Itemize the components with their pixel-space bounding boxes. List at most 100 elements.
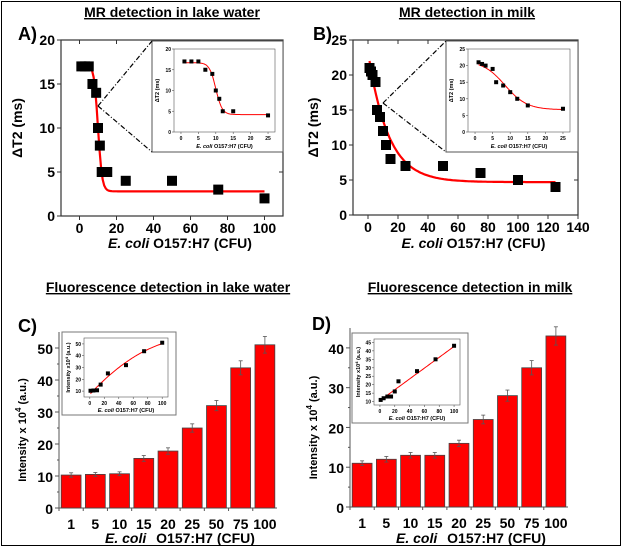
inset-y-tick-label: 10 [365, 400, 371, 406]
inset-chart: 0 20 40 60 80 100 10 20 30 40 50 E. coli O157:H7 (C… [61, 331, 177, 416]
y-tick-label: 30 [328, 381, 344, 397]
inset-y-axis-label-unit: (a.u.) [66, 342, 72, 357]
y-tick-label: 5 [339, 172, 347, 188]
y-tick-label: 0 [45, 501, 53, 517]
inset-data-point [203, 67, 208, 72]
x-tick-label: 0 [76, 220, 84, 236]
inset-data-point [415, 369, 419, 374]
y-tick-label: 20 [331, 67, 347, 83]
zoom-line-top [97, 40, 153, 107]
inset-x-tick-label: 15 [525, 136, 531, 142]
x-tick-label: 100 [544, 515, 568, 531]
chart-title: Fluorescence detection in milk [368, 279, 573, 295]
inset-x-tick-label: 80 [436, 409, 442, 415]
x-tick-label: 50 [500, 515, 516, 531]
bar [181, 427, 203, 509]
zoom-line-bottom [382, 102, 447, 153]
x-tick-label: 60 [183, 220, 199, 236]
inset-data-point [266, 113, 271, 118]
inset-x-tick-label: 60 [422, 409, 428, 415]
bar [351, 462, 373, 508]
x-tick-label: 75 [524, 515, 540, 531]
inset-y-tick-label: 30 [75, 366, 81, 372]
data-point [87, 79, 98, 89]
inset-data-point [433, 357, 438, 362]
inset-data-point [88, 388, 93, 393]
inset-data-point [389, 394, 394, 399]
inset-data-point [95, 388, 100, 393]
x-tick-label: 15 [136, 516, 152, 532]
inset-x-axis-label-strain: O157:H7 (CFU) [114, 408, 155, 414]
bar [376, 458, 397, 508]
inset-data-point [220, 109, 225, 114]
inset-data-point [494, 80, 499, 85]
inset-x-tick-label: 20 [392, 409, 398, 415]
inset-y-axis-label-text: Intensity x10 [356, 364, 362, 397]
x-tick-label: 25 [184, 516, 200, 532]
inset-x-tick-label: 15 [230, 136, 236, 142]
bar [206, 405, 227, 509]
panel-d: Fluorescence detection in milkD)01020304… [305, 279, 573, 546]
inset-x-tick-label: 0 [180, 136, 183, 142]
inset-x-axis-label-strain: O157:H7 (CFU) [212, 144, 253, 150]
inset-data-point [217, 96, 222, 101]
y-axis-label-unit: (a.u.) [17, 378, 29, 408]
panel-label: C) [18, 316, 37, 336]
y-tick-label: 10 [37, 469, 53, 485]
inset-x-tick-label: 40 [407, 409, 413, 415]
inset-x-axis-label: E. coli O157:H7 (CFU) [491, 144, 548, 150]
x-axis-label-strain: O157:H7 (CFU) [152, 530, 255, 546]
x-tick-label: 20 [390, 219, 406, 235]
data-point [259, 193, 270, 204]
inset-x-tick-label: 20 [543, 136, 549, 142]
inset-y-tick-label: 25 [365, 374, 371, 380]
inset-data-point [560, 106, 565, 111]
inset-data-point [452, 343, 457, 348]
inset-data-point [490, 66, 495, 71]
inset-y-axis-label: Intensity x104 (a.u.) [64, 342, 72, 392]
y-axis-label: ΔT2 (ms) [305, 98, 321, 158]
data-point [475, 168, 486, 178]
inset-x-tick-label: 40 [116, 401, 122, 407]
inset-x-axis-label: E. coli O157:H7 (CFU) [196, 144, 253, 150]
bar [400, 454, 421, 508]
inset-x-axis-label-species: E. coli [389, 416, 406, 422]
inset-data-point [105, 371, 110, 376]
inset-y-axis-label-exponent: 4 [354, 361, 359, 364]
inset-x-tick-label: 10 [507, 136, 513, 142]
fit-curve [368, 60, 556, 184]
x-tick-label: 100 [506, 219, 530, 235]
inset-y-tick-label: 0 [168, 130, 171, 136]
inset-fit-curve [90, 343, 163, 394]
bar [472, 419, 494, 508]
fit-curve [81, 62, 265, 193]
inset-y-tick-label: 15 [459, 80, 465, 86]
inset-y-tick-label: 45 [365, 340, 371, 346]
inset-x-tick-label: 5 [197, 136, 200, 142]
data-point [513, 175, 523, 185]
data-point [370, 77, 381, 87]
inset-data-point [525, 103, 530, 108]
data-point [372, 105, 382, 115]
y-axis-label-exponent: 4 [14, 407, 23, 412]
inset-y-tick-label: 5 [168, 109, 171, 115]
x-axis-label-species: E. coli [108, 235, 150, 251]
bar [230, 367, 251, 509]
inset-data-point [213, 88, 218, 93]
data-point [120, 175, 131, 186]
data-point [94, 140, 105, 151]
inset-y-tick-label: 20 [459, 64, 465, 70]
inset-chart: 0 5 10 15 20 25 0 5 10 15 20 E. coli O157:H7 (CFU) Δ… [151, 40, 284, 153]
inset-y-axis-label: Intensity x104 (a.u.) [354, 347, 362, 397]
bar [60, 474, 82, 509]
y-tick-label: 20 [37, 437, 53, 453]
x-axis-label-species: E. coli [396, 530, 438, 546]
panel-label: D) [312, 314, 331, 334]
inset-data-point [476, 60, 481, 65]
bar [424, 454, 446, 508]
y-tick-label: 50 [37, 341, 53, 357]
data-point [367, 70, 378, 80]
inset-y-axis-label: ΔT2 (ms) [449, 79, 455, 103]
